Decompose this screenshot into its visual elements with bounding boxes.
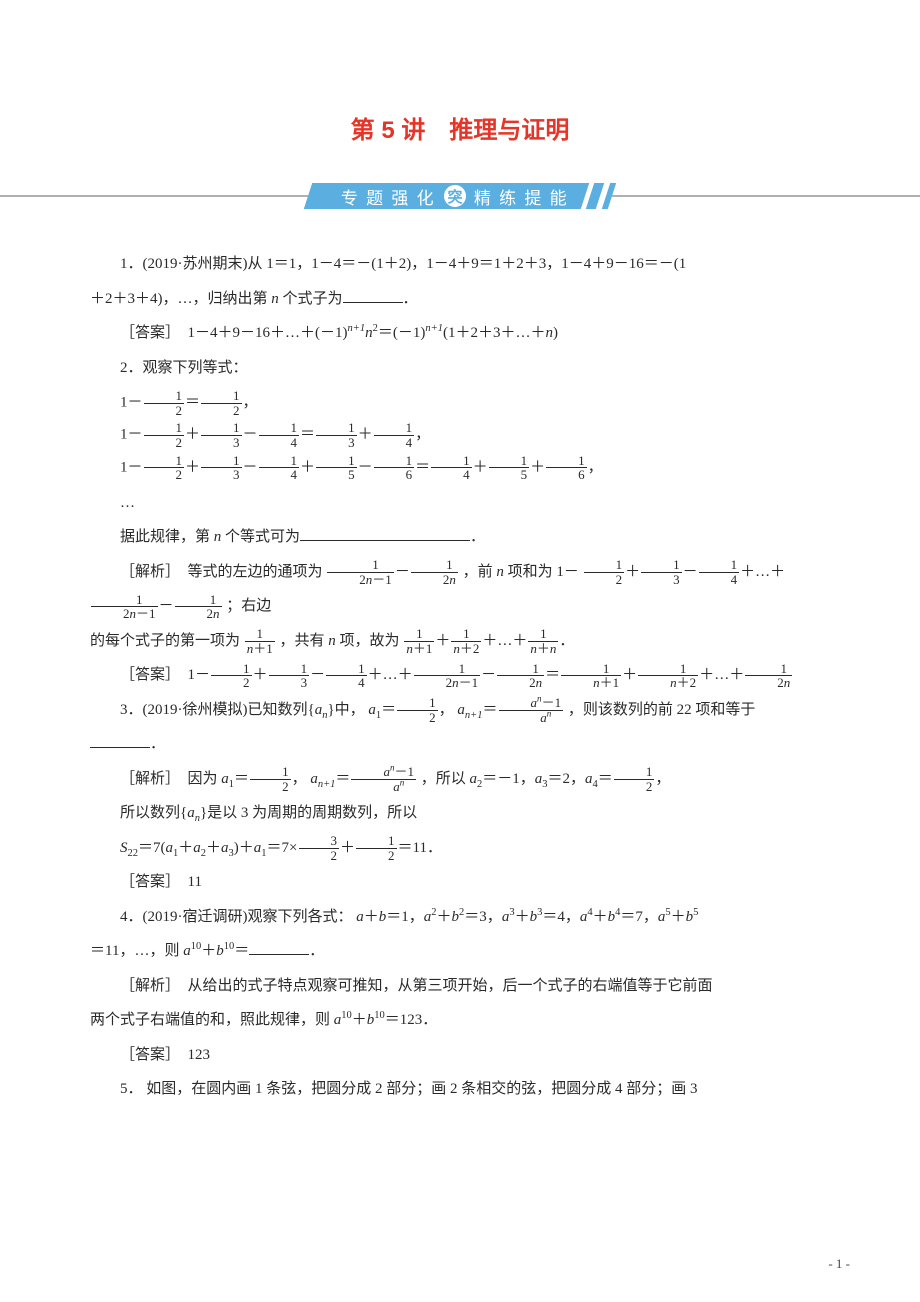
q4-sol-line1: ［解析］ 从给出的式子特点观察可推知，从第三项开始，后一个式子的右端值等于它前面 [90, 969, 830, 1004]
q4-stem-a: 4．(2019·宿迁调研)观察下列各式： [120, 909, 353, 925]
answer-label: ［答案］ [120, 325, 173, 341]
q3-ans: 11 [188, 874, 202, 890]
q1-line1: 1．(2019·苏州期末)从 1＝1，1－4＝－(1＋2)，1－4＋9＝1＋2＋… [90, 247, 830, 282]
page: 第 5 讲 推理与证明 专 题 强 化 突 精 练 提 能 1．(2019·苏州… [0, 0, 920, 1302]
page-number: - 1 - [828, 1256, 850, 1272]
q2-sol-line2: 的每个式子的第一项为 1n＋1 ，共有 n 项，故为 1n＋1＋1n＋2＋…＋1… [90, 624, 830, 659]
q2-tail-b: 个等式可为 [221, 529, 300, 545]
q2-ellipsis: … [90, 486, 830, 521]
q4-sol-a: 从给出的式子特点观察可推知，从第三项开始，后一个式子的右端值等于它前面 [188, 978, 713, 994]
q2-sol-b2: ，共有 [280, 633, 329, 649]
q4-answer: ［答案］ 123 [90, 1038, 830, 1073]
var-n6: n [328, 633, 336, 649]
q2-answer: ［答案］ 1－12＋13－14＋…＋12n－1－12n＝1n＋1＋1n＋2＋…＋… [90, 658, 830, 693]
banner-left-text: 专 题 强 化 [341, 184, 436, 209]
q3-sol-line3: S22＝7(a1＋a2＋a3)＋a1＝7×32＋12＝11． [90, 831, 830, 866]
q1-stem-b: ＋2＋3＋4)，…，归纳出第 [90, 291, 271, 307]
q2-tail-a: 据此规律，第 [120, 529, 214, 545]
q1-stem-c: 个式子为 [279, 291, 343, 307]
q2-sol-line1: ［解析］ 等式的左边的通项为 12n－1－12n ，前 n 项和为 1－ 12＋… [90, 555, 830, 624]
solution-label: ［解析］ [120, 564, 173, 580]
var-n5: n [496, 564, 504, 580]
q3-answer: ［答案］ 11 [90, 865, 830, 900]
q1-ans-tail: (1＋2＋3＋…＋ [443, 325, 546, 341]
banner-rule-right [612, 195, 920, 197]
answer-label3: ［答案］ [120, 874, 173, 890]
banner-tail [586, 183, 604, 209]
q2-eq3: 1－12＋13－14＋15－16＝14＋15＋16， [90, 454, 830, 482]
q1-blank [343, 287, 403, 303]
q1-ans-mid: ＝(－1) [378, 325, 426, 341]
q3-sol-d: }是以 3 为周期的周期数列，所以 [200, 805, 417, 821]
q2-sol-a3: 项和为 1－ [504, 564, 579, 580]
banner-right-text: 精 练 提 能 [474, 184, 569, 209]
solution-label4: ［解析］ [120, 978, 173, 994]
q3-stem: 3．(2019·徐州模拟)已知数列{an}中， a1＝12， an+1＝an－1… [90, 693, 830, 728]
q3-blankline: ． [90, 727, 830, 762]
q4-line2: ＝11，…，则 a10＋b10＝． [90, 934, 830, 969]
q2-stem: 2．观察下列等式： [90, 351, 830, 386]
var-n2: n [365, 325, 373, 341]
q2-eq2: 1－12＋13－14＝13＋14， [90, 421, 830, 449]
q2-sol-a2: ，前 [463, 564, 497, 580]
q4-sol-b: 两个式子右端值的和，照此规律，则 [90, 1012, 334, 1028]
q3-sol-line2: 所以数列{an}是以 3 为周期的周期数列，所以 [90, 796, 830, 831]
q5-stem: 5． 如图，在圆内画 1 条弦，把圆分成 2 部分；画 2 条相交的弦，把圆分成… [90, 1072, 830, 1107]
q2-sol-b1: 的每个式子的第一项为 [90, 633, 240, 649]
q4-ans: 123 [188, 1047, 211, 1063]
banner-left-pill: 专 题 强 化 突 精 练 提 能 [321, 183, 589, 209]
q4-sol-line2: 两个式子右端值的和，照此规律，则 a10＋b10＝123． [90, 1003, 830, 1038]
q2-sol-a4: ；右边 [226, 598, 271, 614]
q3-sol-line1: ［解析］ 因为 a1＝12， an+1＝an－1an ，所以 a2＝－1，a3＝… [90, 762, 830, 797]
q1-ans-a: 1－4＋9－16＋…＋(－1) [188, 325, 348, 341]
exp: n+1 [348, 323, 366, 334]
solution-label3: ［解析］ [120, 771, 173, 787]
q3-stem-c: ，则该数列的前 22 项和等于 [568, 702, 756, 718]
q2-tail: 据此规律，第 n 个等式可为． [90, 520, 830, 555]
q3-stem-a: 3．(2019·徐州模拟)已知数列{ [120, 702, 315, 718]
q3-sol-c: 所以数列{ [120, 805, 187, 821]
q3-sol-b: ，所以 [421, 771, 470, 787]
q2-sol-b3: 项，故为 [336, 633, 400, 649]
q3-sol-a: 因为 [188, 771, 222, 787]
var-n3: n [545, 325, 553, 341]
q3-blank [90, 732, 150, 748]
q4-line1: 4．(2019·宿迁调研)观察下列各式： a＋b＝1，a2＋b2＝3，a3＋b3… [90, 900, 830, 935]
body: 1．(2019·苏州期末)从 1＝1，1－4＝－(1＋2)，1－4＋9＝1＋2＋… [90, 247, 830, 1107]
section-banner: 专 题 强 化 突 精 练 提 能 [0, 183, 920, 209]
q4-sol-c: ＝123． [385, 1012, 438, 1028]
q1-line2: ＋2＋3＋4)，…，归纳出第 n 个式子为． [90, 282, 830, 317]
q3-stem-b: }中， [327, 702, 364, 718]
banner-badge: 突 [442, 183, 468, 209]
seq-an: an [315, 702, 328, 718]
q1-stem-a: 1．(2019·苏州期末)从 1＝1，1－4＝－(1＋2)，1－4＋9＝1＋2＋… [120, 256, 686, 272]
q2-sol-a1: 等式的左边的通项为 [188, 564, 323, 580]
lesson-title: 第 5 讲 推理与证明 [90, 110, 830, 145]
q2-eq1: 1－12＝12， [90, 389, 830, 417]
exp2: n+1 [425, 323, 443, 334]
q1-answer: ［答案］ 1－4＋9－16＋…＋(－1)n+1n2＝(－1)n+1(1＋2＋3＋… [90, 316, 830, 351]
q4-stem-b: ＝11，…，则 [90, 943, 183, 959]
answer-label2: ［答案］ [120, 667, 173, 683]
banner-rule-left [0, 195, 308, 197]
q2-blank [300, 525, 470, 541]
answer-label4: ［答案］ [120, 1047, 173, 1063]
var-n: n [271, 291, 279, 307]
q4-blank [249, 939, 309, 955]
